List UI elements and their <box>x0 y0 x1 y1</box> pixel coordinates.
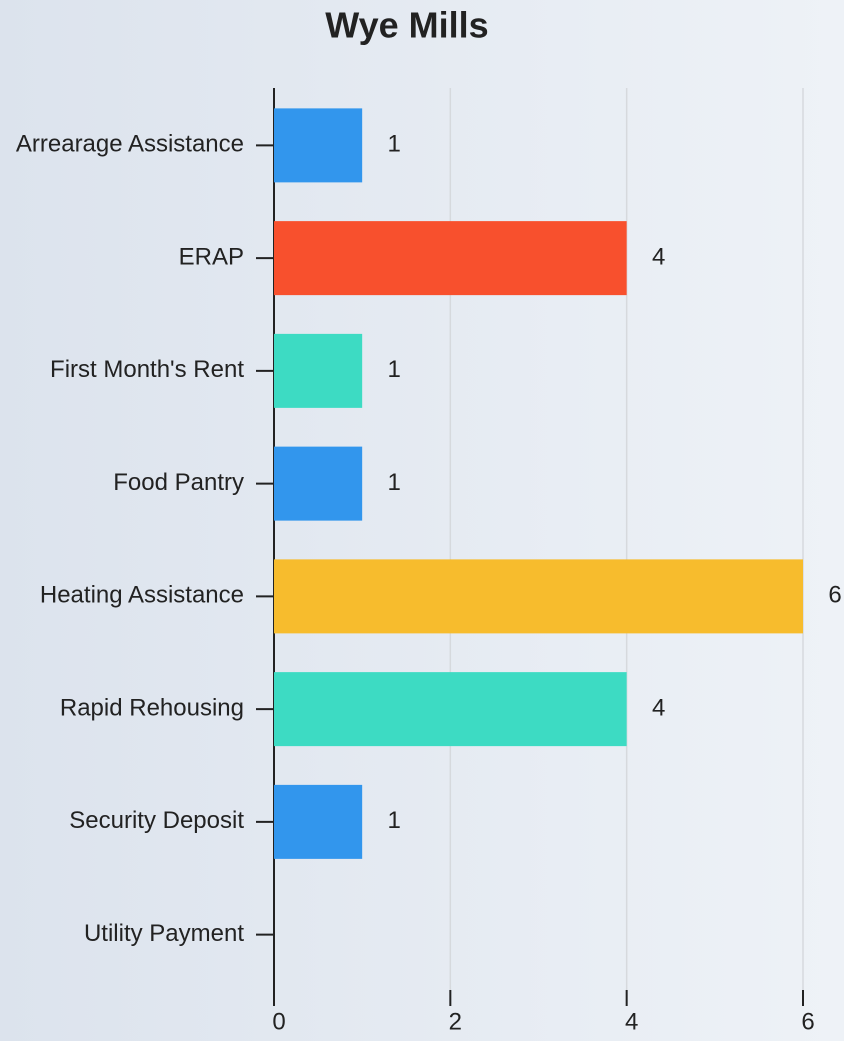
x-tick-label: 4 <box>625 1008 638 1035</box>
value-label: 4 <box>652 694 665 721</box>
x-tick-label: 6 <box>801 1008 814 1035</box>
y-tick-label: Arrearage Assistance <box>16 131 244 158</box>
x-tick-label: 0 <box>272 1008 285 1035</box>
bar <box>274 333 363 408</box>
value-label: 1 <box>387 469 400 496</box>
x-tick-label: 2 <box>449 1008 462 1035</box>
y-tick-label: Heating Assistance <box>40 582 244 609</box>
value-label: 4 <box>652 243 665 270</box>
chart-title: Wye Mills <box>325 5 488 46</box>
y-tick-label: Utility Payment <box>84 920 244 947</box>
y-tick-label: ERAP <box>179 243 244 270</box>
y-tick-label: First Month's Rent <box>50 356 244 383</box>
bar <box>274 221 627 296</box>
y-tick-label: Security Deposit <box>69 807 244 834</box>
y-tick-label: Food Pantry <box>113 469 244 496</box>
value-label: 1 <box>387 131 400 158</box>
value-label: 1 <box>387 807 400 834</box>
value-label: 6 <box>828 582 841 609</box>
bar <box>274 108 363 183</box>
bar <box>274 784 363 859</box>
value-label: 1 <box>387 356 400 383</box>
y-tick-label: Rapid Rehousing <box>60 694 244 721</box>
bar <box>274 672 627 747</box>
bar <box>274 446 363 521</box>
bar <box>274 559 803 634</box>
